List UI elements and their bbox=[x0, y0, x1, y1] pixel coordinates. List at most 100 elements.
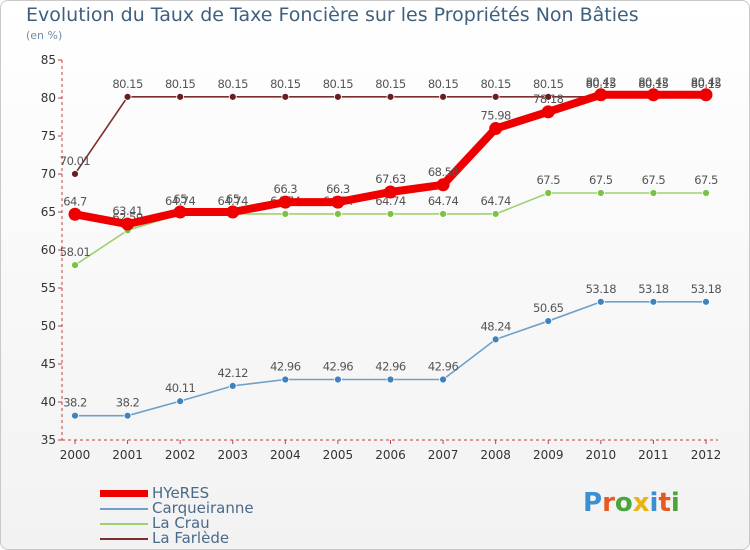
data-label-carqueiranne-2010: 53.18 bbox=[586, 282, 617, 296]
data-label-carqueiranne-2002: 40.11 bbox=[165, 381, 196, 395]
logo-letter: r bbox=[602, 488, 615, 518]
data-point-la-crau-2000 bbox=[71, 261, 79, 270]
data-label-la-farl-de-2007: 80.15 bbox=[428, 77, 459, 91]
data-point-la-farl-de-2006 bbox=[386, 92, 395, 101]
y-tick-label-35: 35 bbox=[41, 433, 56, 447]
legend-label-la-crau: La Crau bbox=[152, 514, 210, 532]
x-tick-label-2007: 2007 bbox=[428, 448, 459, 462]
x-tick-label-2004: 2004 bbox=[270, 448, 301, 462]
unit-label: (en %) bbox=[26, 29, 63, 42]
data-point-carqueiranne-2006 bbox=[386, 375, 395, 384]
data-point-carqueiranne-2010 bbox=[596, 297, 605, 306]
data-point-carqueiranne-2005 bbox=[334, 375, 342, 384]
data-point-carqueiranne-2000 bbox=[71, 411, 79, 420]
legend-swatch-hyeres bbox=[100, 490, 148, 497]
data-label-carqueiranne-2003: 42.12 bbox=[218, 366, 249, 380]
y-tick-label-50: 50 bbox=[41, 319, 56, 333]
data-point-hyeres-2012 bbox=[699, 88, 713, 102]
y-tick-label-75: 75 bbox=[41, 129, 56, 143]
data-point-la-crau-2009 bbox=[544, 189, 553, 197]
legend-label-hyeres: HYeRES bbox=[152, 484, 210, 502]
y-tick-label-60: 60 bbox=[41, 243, 56, 257]
data-label-la-crau-2009: 67.5 bbox=[536, 173, 560, 187]
data-label-hyeres-2004: 66.3 bbox=[274, 182, 298, 196]
proxiti-logo: Proxiti bbox=[583, 488, 680, 518]
data-point-hyeres-2001 bbox=[121, 217, 135, 231]
data-point-la-farl-de-2001 bbox=[123, 92, 132, 101]
x-tick-label-2003: 2003 bbox=[217, 448, 248, 462]
data-point-hyeres-2008 bbox=[489, 122, 503, 136]
data-label-la-crau-2007: 64.74 bbox=[428, 194, 459, 208]
data-point-hyeres-2006 bbox=[384, 185, 397, 199]
data-label-la-farl-de-2005: 80.15 bbox=[323, 77, 354, 91]
legend-label-la-farlede: La Farlède bbox=[152, 529, 230, 547]
logo-letter: P bbox=[583, 488, 603, 518]
data-label-la-farl-de-2008: 80.15 bbox=[480, 77, 511, 91]
data-label-la-farl-de-2006: 80.15 bbox=[375, 77, 406, 91]
data-point-la-crau-2004 bbox=[281, 210, 290, 218]
data-point-la-crau-2007 bbox=[439, 210, 447, 218]
data-label-la-farl-de-2000: 70.01 bbox=[60, 154, 91, 168]
x-tick-label-2001: 2001 bbox=[112, 448, 143, 462]
x-tick-label-2005: 2005 bbox=[323, 448, 354, 462]
x-tick-label-2002: 2002 bbox=[165, 448, 196, 462]
data-point-carqueiranne-2011 bbox=[649, 297, 658, 306]
data-point-la-crau-2010 bbox=[596, 189, 605, 197]
data-label-carqueiranne-2004: 42.96 bbox=[270, 360, 301, 374]
data-point-la-crau-2005 bbox=[334, 210, 342, 218]
data-point-carqueiranne-2008 bbox=[491, 335, 500, 344]
data-point-la-farl-de-2000 bbox=[71, 170, 79, 178]
logo-letter: t bbox=[658, 488, 671, 518]
data-label-hyeres-2003: 65 bbox=[226, 192, 240, 206]
data-point-carqueiranne-2003 bbox=[228, 381, 237, 390]
y-tick-label-65: 65 bbox=[41, 205, 56, 219]
data-point-la-farl-de-2005 bbox=[334, 92, 342, 101]
data-label-la-farl-de-2012: 80.15 bbox=[691, 77, 722, 91]
data-label-la-crau-2003: 64.74 bbox=[218, 194, 249, 208]
data-point-carqueiranne-2002 bbox=[176, 397, 185, 406]
data-label-hyeres-2002: 65 bbox=[173, 192, 187, 206]
data-label-la-farl-de-2004: 80.15 bbox=[270, 77, 301, 91]
data-point-carqueiranne-2012 bbox=[702, 297, 710, 306]
chart-title: Evolution du Taux de Taxe Foncière sur l… bbox=[26, 4, 639, 26]
x-tick-label-2010: 2010 bbox=[586, 448, 617, 462]
data-point-hyeres-2003 bbox=[226, 205, 240, 219]
data-point-hyeres-2002 bbox=[173, 205, 187, 219]
series-line-la-farl-de bbox=[74, 96, 707, 175]
data-point-hyeres-2007 bbox=[436, 178, 450, 192]
data-label-carqueiranne-2005: 42.96 bbox=[323, 360, 354, 374]
data-point-hyeres-2000 bbox=[68, 207, 82, 221]
y-tick-label-85: 85 bbox=[41, 53, 56, 67]
data-point-la-farl-de-2009 bbox=[544, 92, 553, 101]
data-point-hyeres-2011 bbox=[646, 88, 660, 102]
data-label-carqueiranne-2007: 42.96 bbox=[428, 360, 459, 374]
data-label-carqueiranne-2006: 42.96 bbox=[375, 360, 406, 374]
x-tick-label-2012: 2012 bbox=[691, 448, 722, 462]
logo-letter: o bbox=[614, 488, 633, 518]
legend-swatch-la-farlede bbox=[100, 538, 148, 540]
legend-swatch-carqueiranne bbox=[100, 508, 148, 510]
data-label-carqueiranne-2001: 38.2 bbox=[116, 396, 140, 410]
y-tick-label-70: 70 bbox=[41, 167, 56, 181]
data-label-la-farl-de-2010: 80.15 bbox=[586, 77, 617, 91]
x-tick-label-2006: 2006 bbox=[375, 448, 406, 462]
data-point-hyeres-2005 bbox=[331, 195, 345, 209]
data-label-la-crau-2002: 64.74 bbox=[165, 194, 196, 208]
y-tick-label-80: 80 bbox=[41, 91, 56, 105]
data-point-la-farl-de-2002 bbox=[176, 92, 185, 101]
data-label-hyeres-2010: 80.42 bbox=[586, 75, 617, 89]
y-tick-label-40: 40 bbox=[41, 395, 56, 409]
data-point-hyeres-2010 bbox=[594, 88, 608, 102]
data-point-carqueiranne-2004 bbox=[281, 375, 290, 384]
x-tick-label-2008: 2008 bbox=[480, 448, 511, 462]
y-tick-label-45: 45 bbox=[41, 357, 56, 371]
data-label-carqueiranne-2008: 48.24 bbox=[480, 319, 511, 333]
data-label-carqueiranne-2000: 38.2 bbox=[63, 396, 87, 410]
data-label-hyeres-2012: 80.42 bbox=[691, 75, 722, 89]
data-point-la-crau-2011 bbox=[649, 189, 658, 197]
legend-label-carqueiranne: Carqueiranne bbox=[152, 499, 254, 517]
x-tick-label-2011: 2011 bbox=[638, 448, 669, 462]
data-point-hyeres-2009 bbox=[541, 105, 555, 119]
y-tick-label-55: 55 bbox=[41, 281, 56, 295]
data-point-la-farl-de-2003 bbox=[228, 92, 237, 101]
